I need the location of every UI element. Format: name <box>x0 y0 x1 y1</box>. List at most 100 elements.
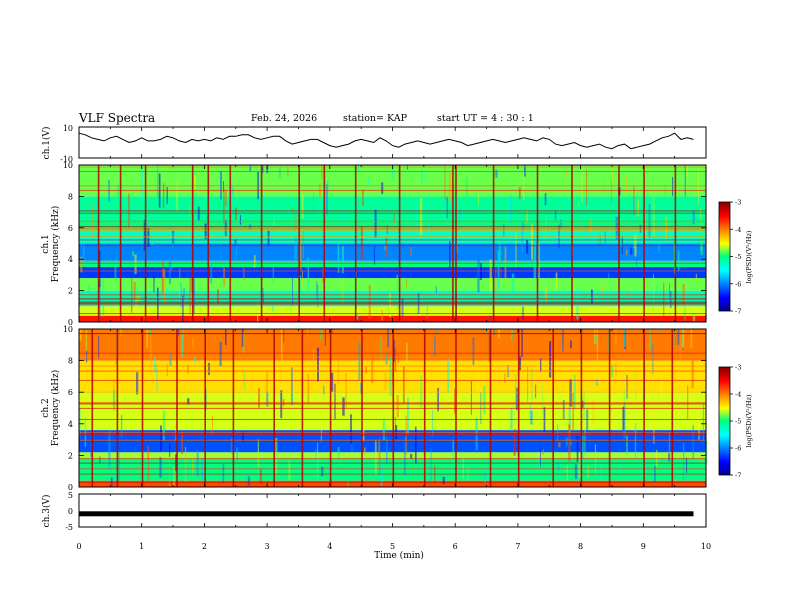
spectrogram-speckle <box>569 379 572 407</box>
spectrogram-speckle <box>622 406 625 431</box>
spectrogram-speckle <box>522 222 524 230</box>
spectrogram-speckle <box>515 373 517 404</box>
spectrogram-speckle <box>570 439 572 446</box>
sferic-impulse <box>618 165 620 322</box>
spectrogram-speckle <box>317 442 319 478</box>
spectrogram-speckle <box>489 259 492 292</box>
spectrogram-speckle <box>299 229 302 268</box>
spectrogram-tone-line <box>79 302 706 304</box>
spectrogram-speckle <box>498 243 501 267</box>
spectrogram-speckle <box>663 283 665 317</box>
spectrogram-speckle <box>166 364 168 377</box>
spectrogram-speckle <box>394 347 397 372</box>
spectrogram-speckle <box>378 439 380 470</box>
spectrogram-speckle <box>187 364 189 374</box>
spectrogram-speckle <box>531 368 533 402</box>
spectrogram-speckle <box>485 329 487 334</box>
spectrogram-speckle <box>267 230 270 246</box>
spectrogram-speckle <box>652 197 655 237</box>
spectrogram-speckle <box>672 177 674 196</box>
freq-tick-label: 2 <box>68 451 73 460</box>
spectrogram-speckle <box>236 236 237 259</box>
freq-tick-label: 2 <box>68 287 73 296</box>
spectrogram-speckle <box>587 465 589 478</box>
spectrogram-speckle <box>592 399 595 424</box>
spectrogram-speckle <box>258 388 260 408</box>
spectrogram-speckle <box>350 414 352 444</box>
spectrogram-speckle <box>690 329 693 349</box>
spectrogram-speckle <box>482 166 485 175</box>
spectrogram-speckle <box>488 332 491 362</box>
spectrogram-speckle <box>351 444 353 452</box>
sferic-impulse <box>191 165 194 322</box>
start-time-label: start UT = 4 : 30 : 1 <box>437 113 534 124</box>
spectrogram-speckle <box>581 433 584 470</box>
spectrogram-speckle <box>623 389 625 410</box>
spectrogram-speckle <box>86 350 88 363</box>
spectrogram-speckle <box>175 182 178 211</box>
sferic-impulse <box>144 165 147 322</box>
spectrogram-speckle <box>189 201 191 217</box>
spectrogram-speckle <box>294 214 297 231</box>
spectrogram-tone-line <box>79 185 706 187</box>
spectrogram-speckle <box>183 288 185 299</box>
spectrogram-speckle <box>572 392 574 431</box>
sferic-impulse <box>423 329 426 487</box>
spectrogram-speckle <box>292 277 293 306</box>
sferic-impulse <box>674 165 677 322</box>
spectrogram-speckle <box>462 289 463 304</box>
ch3-waveform-panel: ch.3(V) 5 0 -5 0 1 2 3 4 5 6 7 8 9 10 Time (min) <box>41 491 711 561</box>
spectrogram-speckle <box>512 273 515 304</box>
spectrogram-speckle <box>702 404 704 442</box>
spectrogram-speckle <box>85 330 87 360</box>
time-tick-label: 9 <box>641 542 646 551</box>
spectrogram-speckle <box>513 429 516 456</box>
spectrogram-speckle <box>639 225 642 233</box>
colorbar-tick-label: -6 <box>735 280 741 288</box>
ch1-waveform-panel: ch.1(V) 10 -10 <box>41 124 707 164</box>
spectrogram-speckle <box>343 210 345 225</box>
spectrogram-speckle <box>281 329 283 362</box>
spectrogram-speckle <box>189 277 191 315</box>
spectrogram-speckle <box>523 165 525 171</box>
spectrogram-speckle <box>633 235 635 249</box>
spectrogram-speckle <box>160 425 162 452</box>
freq-tick-label: 0 <box>68 483 73 492</box>
spectrogram-speckle <box>526 210 529 224</box>
sferic-impulse <box>361 329 363 487</box>
spectrogram-speckle <box>448 172 451 202</box>
spectrogram-speckle <box>358 342 361 380</box>
spectrogram-speckle <box>518 187 521 199</box>
spectrogram-speckle <box>396 395 399 418</box>
time-tick-label: 1 <box>139 542 144 551</box>
spectrogram-speckle <box>319 330 322 339</box>
spectrogram-speckle <box>231 186 234 196</box>
spectrogram-speckle <box>470 380 472 415</box>
sferic-impulse <box>455 165 457 322</box>
spectrogram-speckle <box>692 313 696 322</box>
spectrogram-tone-line <box>79 245 706 247</box>
freq-tick-label: 4 <box>68 255 73 264</box>
spectrogram-speckle <box>193 278 195 314</box>
spectrogram-tone-line <box>79 239 706 241</box>
sferic-impulse <box>671 329 674 487</box>
spectrogram-speckle <box>578 200 579 207</box>
spectrogram-speckle <box>626 174 628 193</box>
spectrogram-speckle <box>381 310 384 321</box>
spectrogram-speckle <box>684 165 686 197</box>
spectrogram-speckle <box>287 165 289 177</box>
freq-tick-label: 4 <box>68 420 73 429</box>
spectrogram-tone-line <box>79 189 706 191</box>
spectrogram-speckle <box>312 225 314 239</box>
spectrogram-speckle <box>604 231 606 252</box>
sferic-impulse <box>452 165 454 322</box>
ch2-spectrogram-panel: ch.2 Frequency (kHz) 0 2 4 6 8 10 <box>41 325 708 492</box>
spectrogram-speckle <box>120 329 122 336</box>
spectrogram-speckle <box>223 181 224 192</box>
spectrogram-speckle <box>405 278 408 287</box>
sferic-impulse <box>580 329 583 487</box>
spectrogram-speckle <box>630 247 633 255</box>
sferic-impulse <box>354 165 357 322</box>
spectrogram-speckle <box>610 179 612 205</box>
